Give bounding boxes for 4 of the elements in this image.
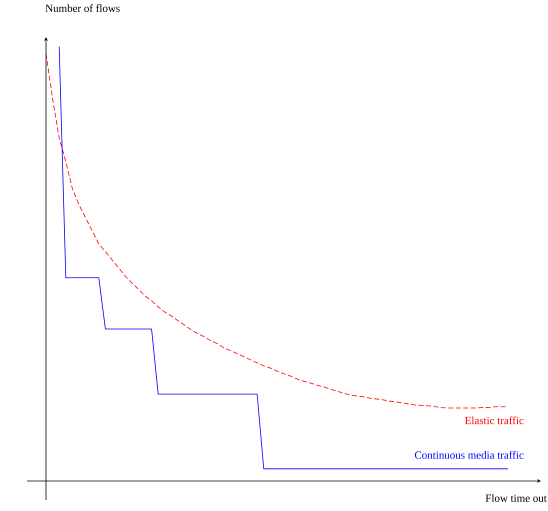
x-axis-title: Flow time out (486, 494, 547, 502)
series-label: Elastic traffic (465, 416, 524, 424)
y-axis-title: Number of flows (46, 4, 120, 12)
series-label: Continuous media traffic (414, 450, 524, 459)
